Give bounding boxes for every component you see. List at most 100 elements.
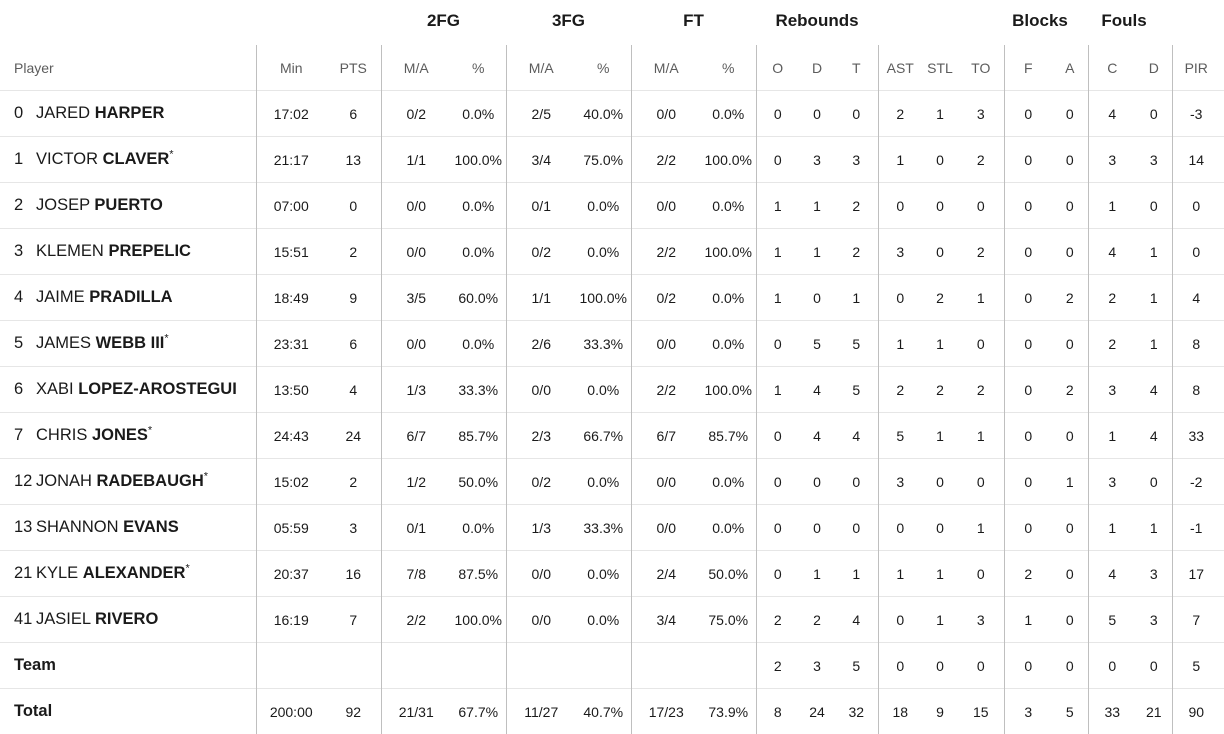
group-3fg: 3FG <box>506 11 631 31</box>
cell-ba: 0 <box>1052 643 1088 689</box>
cell-fc: 3 <box>1088 367 1136 413</box>
cell-fg3-pct: 0.0% <box>576 459 631 505</box>
col-to: TO <box>958 45 1004 91</box>
cell-fg2-ma: 3/5 <box>381 275 451 321</box>
cell-stl: 2 <box>922 367 958 413</box>
col-more[interactable]: + <box>1220 45 1224 91</box>
cell-fd: 3 <box>1136 137 1172 183</box>
cell-ba: 5 <box>1052 689 1088 734</box>
cell-pts: 3 <box>326 505 381 551</box>
player-first-name: JOSEP <box>36 196 90 214</box>
group-rebounds: Rebounds <box>756 11 878 31</box>
cell-ft-pct: 0.0% <box>701 321 756 367</box>
cell-t: 1 <box>835 551 878 597</box>
cell-d: 0 <box>799 505 835 551</box>
cell-fg3-ma: 0/1 <box>506 183 576 229</box>
cell-fg2-pct: 0.0% <box>451 505 506 551</box>
starter-marker: * <box>185 563 189 575</box>
cell-min: 17:02 <box>256 91 326 137</box>
cell-ft-pct: 0.0% <box>701 91 756 137</box>
cell-ft-pct: 0.0% <box>701 505 756 551</box>
cell-ft-pct: 100.0% <box>701 367 756 413</box>
cell-pts: 6 <box>326 91 381 137</box>
cell-fg2-pct: 0.0% <box>451 229 506 275</box>
cell-fg3-pct: 0.0% <box>576 229 631 275</box>
cell-fg3-pct: 0.0% <box>576 551 631 597</box>
col-3fg-pct: % <box>576 45 631 91</box>
cell-o: 1 <box>756 275 799 321</box>
cell-empty <box>1220 551 1224 597</box>
cell-fg2-ma: 0/0 <box>381 229 451 275</box>
cell-fg2-pct: 33.3% <box>451 367 506 413</box>
cell-empty <box>451 643 506 689</box>
cell-ba: 0 <box>1052 505 1088 551</box>
cell-to: 15 <box>958 689 1004 734</box>
cell-to: 0 <box>958 321 1004 367</box>
column-header-row: Player Min PTS M/A % M/A % M/A % O D T A… <box>0 45 1224 91</box>
cell-pts: 2 <box>326 459 381 505</box>
cell-fc: 33 <box>1088 689 1136 734</box>
cell-pts: 16 <box>326 551 381 597</box>
cell-fd: 4 <box>1136 413 1172 459</box>
cell-t: 4 <box>835 597 878 643</box>
cell-fg2-ma: 0/2 <box>381 91 451 137</box>
cell-to: 1 <box>958 275 1004 321</box>
cell-fg2-pct: 60.0% <box>451 275 506 321</box>
player-last-name: PREPELIC <box>108 242 191 260</box>
cell-pts: 13 <box>326 137 381 183</box>
starter-marker: * <box>164 333 168 345</box>
cell-ast: 0 <box>878 643 922 689</box>
cell-pir: 90 <box>1172 689 1220 734</box>
cell-ast: 0 <box>878 505 922 551</box>
cell-ast: 2 <box>878 91 922 137</box>
cell-fc: 0 <box>1088 643 1136 689</box>
cell-stl: 2 <box>922 275 958 321</box>
cell-d: 0 <box>799 91 835 137</box>
cell-ft-pct: 50.0% <box>701 551 756 597</box>
cell-t: 4 <box>835 413 878 459</box>
cell-bf: 0 <box>1004 505 1052 551</box>
cell-o: 8 <box>756 689 799 734</box>
cell-pir: 4 <box>1172 275 1220 321</box>
cell-bf: 3 <box>1004 689 1052 734</box>
cell-ba: 0 <box>1052 183 1088 229</box>
cell-stl: 0 <box>922 505 958 551</box>
cell-fc: 4 <box>1088 229 1136 275</box>
cell-fd: 1 <box>1136 275 1172 321</box>
cell-pir: 14 <box>1172 137 1220 183</box>
group-fouls: Fouls <box>1088 11 1160 31</box>
cell-fd: 1 <box>1136 321 1172 367</box>
cell-ba: 0 <box>1052 597 1088 643</box>
cell-fd: 21 <box>1136 689 1172 734</box>
cell-fg3-pct: 40.7% <box>576 689 631 734</box>
player-first-name: KLEMEN <box>36 242 104 260</box>
player-last-name: PUERTO <box>94 196 162 214</box>
jersey-number: 6 <box>14 380 36 399</box>
cell-ba: 2 <box>1052 275 1088 321</box>
cell-stl: 1 <box>922 91 958 137</box>
cell-pts: 7 <box>326 597 381 643</box>
total-label: Total <box>0 689 256 734</box>
cell-ba: 0 <box>1052 551 1088 597</box>
cell-bf: 2 <box>1004 551 1052 597</box>
jersey-number: 5 <box>14 334 36 353</box>
cell-to: 0 <box>958 459 1004 505</box>
cell-o: 1 <box>756 229 799 275</box>
player-last-name: JONES <box>92 426 148 444</box>
jersey-number: 3 <box>14 242 36 261</box>
col-ast: AST <box>878 45 922 91</box>
